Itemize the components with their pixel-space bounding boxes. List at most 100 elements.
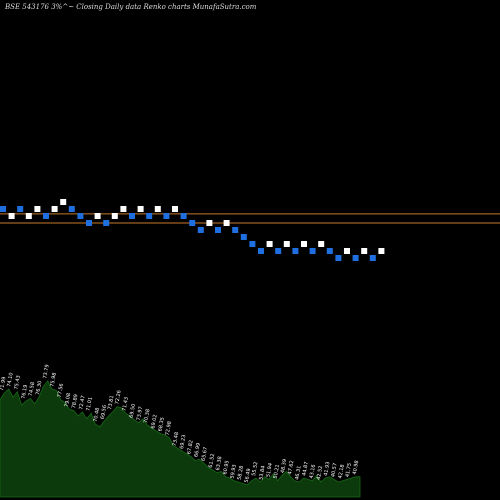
volume-area-shape [0,380,361,498]
renko-brick-18 [154,206,161,212]
renko-brick-10 [86,220,92,226]
renko-brick-34 [292,248,299,254]
volume-label-28: 65.67 [201,446,209,461]
volume-label-19: 73.97 [136,406,144,421]
volume-label-14: 69.56 [100,405,108,420]
renko-brick-17 [146,213,153,219]
renko-brick-7 [60,199,67,205]
volume-label-24: 73.48 [172,432,180,447]
renko-brick-25 [215,227,221,233]
volume-label-36: 53.84 [258,465,266,480]
volume-label-4: 74.58 [28,382,36,397]
renko-brick-26 [223,220,230,226]
renko-brick-23 [197,227,204,233]
volume-label-48: 41.75 [345,463,353,478]
renko-brick-24 [206,220,213,226]
volume-label-32: 59.93 [229,464,237,479]
renko-brick-31 [266,241,273,247]
volume-label-9: 79.08 [64,392,72,407]
renko-brick-21 [180,213,187,219]
volume-label-21: 69.02 [150,414,158,429]
volume-label-7: 75.98 [49,372,57,387]
volume-label-18: 69.50 [129,403,137,418]
volume-label-38: 50.21 [273,464,281,479]
renko-brick-44 [378,248,385,254]
volume-label-45: 41.93 [323,461,331,476]
renko-brick-43 [369,255,376,261]
renko-brick-38 [326,248,333,254]
renko-brick-2 [17,206,24,212]
volume-label-23: 72.98 [165,421,173,436]
renko-brick-28 [240,234,247,240]
volume-label-6: 73.79 [42,364,50,379]
renko-brick-40 [344,248,350,254]
volume-label-30: 63.38 [215,456,223,471]
renko-brick-14 [120,206,127,212]
renko-brick-41 [352,255,359,261]
volume-label-15: 73.81 [107,395,115,410]
volume-label-35: 55.52 [251,461,259,476]
renko-bricks [0,199,385,261]
volume-labels: 71.9974.1075.4376.1974.5876.3073.7975.98… [0,364,360,483]
volume-label-33: 58.28 [237,465,245,480]
renko-brick-27 [232,227,239,233]
volume-label-3: 76.19 [21,384,29,399]
volume-label-16: 72.26 [114,390,122,405]
renko-brick-4 [34,206,41,212]
volume-label-46: 40.57 [330,463,338,478]
renko-brick-6 [51,206,58,212]
renko-brick-20 [172,206,178,212]
volume-label-20: 70.38 [143,409,151,424]
volume-label-26: 67.82 [186,440,194,455]
volume-label-49: 40.98 [352,460,360,475]
renko-brick-9 [77,213,84,219]
volume-label-42: 44.87 [301,461,309,476]
volume-label-34: 56.49 [244,468,252,483]
volume-label-41: 46.31 [294,465,302,480]
renko-brick-30 [258,248,264,254]
volume-label-43: 43.16 [309,464,317,479]
volume-area [0,380,361,498]
renko-brick-42 [361,248,368,254]
volume-label-37: 51.94 [265,463,273,478]
renko-brick-39 [335,255,342,261]
volume-label-0: 71.99 [0,376,7,391]
renko-brick-22 [189,220,196,226]
chart-title: BSE 543176 3%^~ Closing Daily data Renko… [4,3,257,11]
volume-label-17: 71.43 [121,396,129,411]
volume-label-39: 48.39 [280,459,288,474]
volume-label-27: 66.99 [193,442,201,457]
renko-brick-33 [283,241,290,247]
volume-label-25: 69.23 [179,434,187,449]
renko-brick-12 [103,220,110,226]
renko-brick-3 [25,213,32,219]
volume-label-1: 74.10 [6,372,14,387]
renko-brick-1 [8,213,15,219]
renko-brick-0 [0,206,6,212]
renko-brick-5 [43,213,49,219]
volume-label-12: 71.01 [85,396,93,411]
renko-brick-29 [249,241,256,247]
renko-brick-37 [318,241,325,247]
renko-brick-32 [275,248,282,254]
renko-brick-8 [68,206,75,212]
volume-label-31: 60.95 [222,460,230,475]
volume-label-22: 68.35 [157,417,165,432]
volume-label-11: 72.47 [78,395,86,410]
renko-brick-36 [309,248,316,254]
volume-label-44: 42.52 [316,465,324,480]
volume-label-10: 78.89 [71,394,79,409]
renko-brick-16 [137,206,144,212]
renko-brick-11 [94,213,101,219]
volume-label-13: 70.48 [93,407,101,422]
renko-brick-35 [301,241,307,247]
renko-brick-15 [129,213,135,219]
volume-label-40: 47.62 [287,460,295,475]
volume-label-5: 76.30 [35,380,43,395]
volume-label-8: 77.56 [57,383,65,398]
volume-label-47: 42.18 [337,464,345,479]
volume-label-29: 61.52 [208,453,216,468]
renko-brick-19 [163,213,170,219]
renko-brick-13 [111,213,118,219]
